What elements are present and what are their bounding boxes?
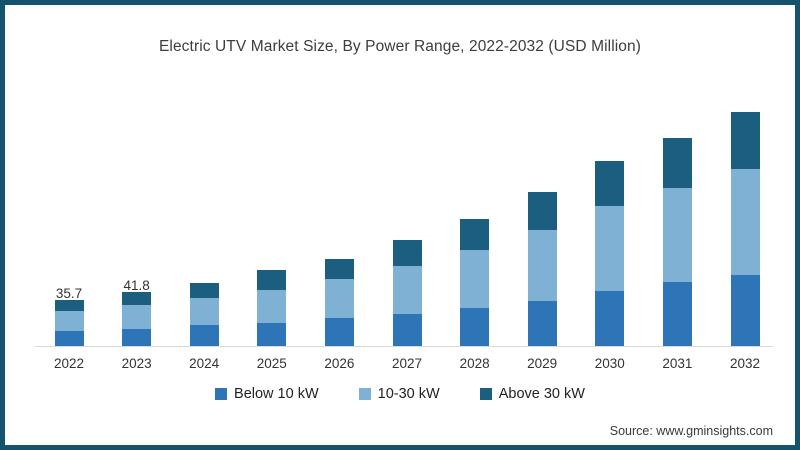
bar-segment-below-10-kw-2032: [730, 274, 760, 346]
legend-swatch-icon: [215, 388, 228, 400]
x-tick-label-2032: 2032: [729, 356, 761, 371]
chart-title: Electric UTV Market Size, By Power Range…: [158, 38, 641, 55]
legend-label: 10-30 kW: [377, 386, 440, 402]
legend-item-above-30-kw: Above 30 kW: [479, 386, 585, 402]
bar-stack-2030: [595, 161, 625, 346]
bar-segment-below-10-kw-2025: [257, 322, 287, 346]
bar-segment-above-30-kw-2032: [730, 111, 760, 170]
bar-segment-below-10-kw-2024: [189, 325, 219, 346]
bar-stack-2031: [662, 137, 692, 346]
x-tick-label-2025: 2025: [256, 356, 287, 371]
bar-segment-below-10-kw-2030: [595, 291, 625, 346]
source-text: Source: www.gminsights.com: [609, 424, 773, 438]
bar-segment-10-30-kw-2031: [662, 187, 692, 283]
bar-segment-above-30-kw-2024: [189, 282, 219, 299]
bar-segment-below-10-kw-2026: [324, 318, 354, 346]
bar-segment-above-30-kw-2022: [54, 299, 84, 311]
bar-segment-below-10-kw-2022: [54, 331, 84, 346]
bar-segment-10-30-kw-2029: [527, 229, 557, 301]
x-tick-label-2028: 2028: [459, 356, 490, 371]
bar-segment-10-30-kw-2026: [324, 279, 354, 319]
bar-segment-10-30-kw-2023: [122, 304, 152, 330]
x-tick-label-2031: 2031: [662, 356, 693, 371]
legend: Below 10 kW 10-30 kW Above 30 kW: [5, 386, 795, 402]
bar-segment-above-30-kw-2031: [662, 137, 692, 188]
bar-stack-2028: [460, 218, 490, 346]
bar-segment-above-30-kw-2023: [122, 291, 152, 305]
bar-segment-10-30-kw-2028: [460, 250, 490, 308]
legend-label: Below 10 kW: [234, 386, 319, 402]
plot-area: 35.7 2022 41.8 2023 2024 2025 2026 2027 2028 2029…: [5, 5, 795, 445]
x-tick-label-2024: 2024: [189, 356, 220, 371]
bar-segment-10-30-kw-2030: [595, 206, 625, 291]
bar-segment-10-30-kw-2022: [54, 310, 84, 331]
bar-stack-2026: [324, 258, 354, 346]
data-label-2023: 41.8: [123, 277, 150, 293]
data-label-2022: 35.7: [55, 285, 83, 301]
bar-segment-10-30-kw-2027: [392, 265, 422, 315]
x-tick-label-2023: 2023: [121, 356, 152, 371]
bar-segment-above-30-kw-2028: [460, 218, 490, 251]
bar-segment-above-30-kw-2027: [392, 239, 422, 266]
legend-item-10-30-kw: 10-30 kW: [358, 386, 440, 402]
bar-segment-above-30-kw-2029: [527, 191, 557, 230]
x-tick-label-2029: 2029: [527, 356, 558, 371]
legend-swatch-icon: [358, 388, 371, 400]
x-axis-line: [35, 346, 773, 347]
legend-label: Above 30 kW: [498, 386, 585, 402]
bar-segment-above-30-kw-2030: [595, 161, 625, 207]
bar-stack-2027: [392, 239, 422, 346]
bar-segment-below-10-kw-2023: [122, 329, 152, 346]
bar-segment-above-30-kw-2025: [257, 269, 287, 290]
bar-segment-10-30-kw-2024: [189, 298, 219, 326]
x-tick-label-2022: 2022: [53, 356, 85, 371]
bar-segment-10-30-kw-2032: [730, 169, 760, 275]
bar-segment-below-10-kw-2031: [662, 282, 692, 346]
bar-stack-2032: [730, 111, 760, 346]
bar-segment-below-10-kw-2029: [527, 301, 557, 346]
bar-stack-2029: [527, 191, 557, 346]
x-tick-label-2030: 2030: [594, 356, 625, 371]
bar-stack-2024: [189, 282, 219, 346]
bar-stack-2025: [257, 269, 287, 346]
bar-segment-above-30-kw-2026: [324, 258, 354, 280]
x-tick-label-2027: 2027: [391, 356, 423, 371]
x-tick-label-2026: 2026: [324, 356, 355, 371]
bar-segment-below-10-kw-2028: [460, 307, 490, 346]
legend-swatch-icon: [479, 388, 492, 400]
bar-segment-below-10-kw-2027: [392, 314, 422, 346]
legend-item-below-10-kw: Below 10 kW: [215, 386, 319, 402]
bar-stack-2023: [122, 291, 152, 346]
bar-stack-2022: [54, 299, 84, 346]
bar-segment-10-30-kw-2025: [257, 290, 287, 323]
